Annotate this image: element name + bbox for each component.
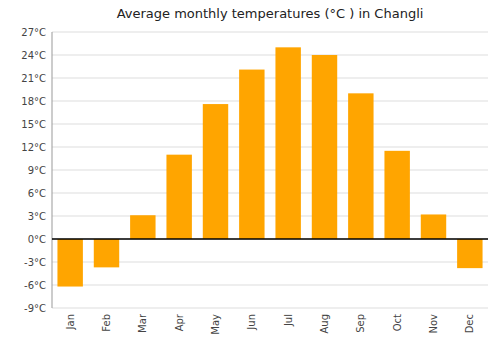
x-tick-label: May (210, 314, 221, 335)
chart-title: Average monthly temperatures (°C ) in Ch… (117, 6, 424, 21)
y-tick-label: 27°C (21, 27, 46, 38)
y-tick-label: -9°C (24, 303, 46, 314)
grid-line (52, 308, 488, 309)
bar (348, 93, 373, 239)
x-tick-label: Jul (283, 314, 294, 327)
bar (275, 47, 300, 239)
bar (457, 239, 482, 268)
y-tick-label: 15°C (21, 119, 46, 130)
x-tick-label: Jan (65, 314, 76, 330)
bar (312, 55, 337, 239)
bar (421, 214, 446, 239)
grid-line (52, 170, 488, 171)
bars (57, 47, 482, 286)
x-tick-label: Nov (428, 314, 439, 334)
y-tick-label: 21°C (21, 73, 46, 84)
y-axis-line (52, 32, 53, 308)
y-tick-label: 3°C (28, 211, 46, 222)
grid-line (52, 124, 488, 125)
grid-line (52, 147, 488, 148)
x-tick-label: Oct (392, 314, 403, 331)
chart-svg: Average monthly temperatures (°C ) in Ch… (0, 0, 500, 350)
x-tick-label: Feb (101, 314, 112, 332)
y-tick-label: 12°C (21, 142, 46, 153)
x-tick-label: Aug (319, 314, 330, 334)
bar (166, 155, 191, 239)
grid-line (52, 55, 488, 56)
grid-line (52, 193, 488, 194)
y-tick-label: 6°C (28, 188, 46, 199)
page: {"chart_data": {"type": "bar", "title": … (0, 0, 500, 350)
y-tick-label: 24°C (21, 50, 46, 61)
bar (57, 239, 82, 287)
bar (130, 215, 155, 239)
y-tick-label: -6°C (24, 280, 46, 291)
x-tick-label: Dec (464, 314, 475, 333)
x-tick-label: Mar (137, 313, 148, 333)
y-tick-label: 9°C (28, 165, 46, 176)
grid-line (52, 32, 488, 33)
y-tick-label: 18°C (21, 96, 46, 107)
grid-line (52, 101, 488, 102)
grid-line (52, 78, 488, 79)
x-tick-label: Jun (246, 314, 257, 331)
y-axis: -9°C -6°C -3°C 0°C 3°C 6°C 9°C 12°C 15°C 18°C 21°C… (21, 27, 52, 314)
bar (94, 239, 119, 267)
grid-line (52, 239, 488, 240)
grid (52, 32, 488, 308)
y-tick-label: -3°C (24, 257, 46, 268)
baseline (52, 238, 488, 240)
grid-line (52, 285, 488, 286)
bar (384, 151, 409, 239)
x-axis: Jan Feb Mar Apr May Jun Jul Aug Sep Oct Nov Dec (65, 313, 476, 335)
x-tick-label: Sep (355, 314, 366, 333)
y-tick-label: 0°C (28, 234, 46, 245)
x-tick-label: Apr (174, 313, 185, 331)
bar (203, 104, 228, 239)
chart-container: Average monthly temperatures (°C ) in Ch… (0, 0, 500, 350)
bar (239, 70, 264, 239)
